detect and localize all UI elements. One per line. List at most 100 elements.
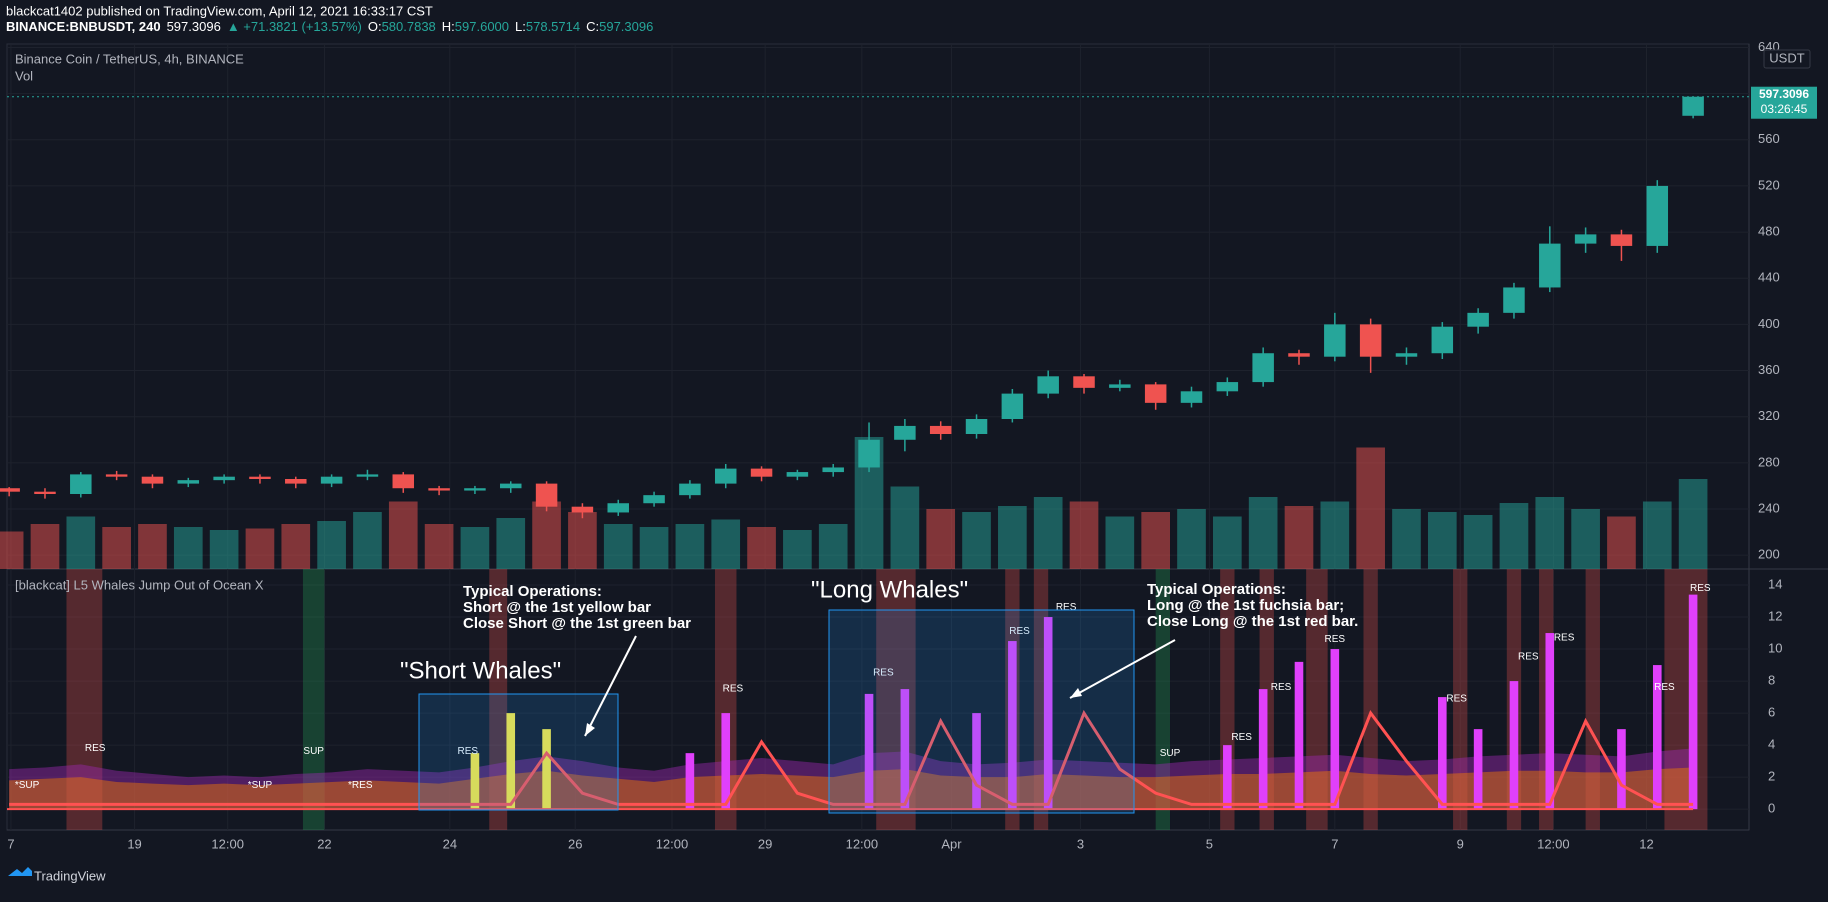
candle-body: [34, 491, 56, 494]
volume-bar: [1392, 509, 1421, 569]
y-tick-label: 480: [1758, 224, 1780, 239]
candle-body: [464, 488, 486, 491]
y-tick-label: 560: [1758, 131, 1780, 146]
zone: [1664, 569, 1708, 830]
x-tick-label: 12: [1639, 836, 1653, 851]
volume-bar: [1642, 501, 1672, 569]
y-tick-label: 2: [1768, 769, 1775, 784]
volume-bar: [1284, 506, 1314, 569]
red-line: [9, 709, 1694, 806]
l: 578.5714: [526, 19, 580, 34]
volume-bar: [998, 506, 1027, 569]
whale-bar: [1438, 697, 1447, 810]
candle-body: [1252, 353, 1274, 383]
zone: [1306, 569, 1328, 830]
ops-text: Short @ the 1st yellow bar: [463, 599, 651, 616]
whale-bar: [1509, 681, 1519, 810]
y-tick-label: 240: [1758, 500, 1780, 515]
signal-label: RES: [1325, 634, 1346, 645]
last: 597.3096: [167, 19, 221, 34]
candle-body: [535, 483, 558, 507]
y-tick-label: 12: [1768, 608, 1782, 623]
volume-bar: [1033, 497, 1063, 569]
x-tick-label: 9: [1457, 836, 1464, 851]
y-tick-label: 360: [1758, 362, 1780, 377]
y-tick-label: 520: [1758, 177, 1780, 192]
candle-body: [714, 468, 737, 484]
x-tick-label: 19: [127, 836, 141, 851]
candle-body: [1001, 393, 1024, 419]
signal-label: RES: [1056, 602, 1077, 613]
ops-text: Typical Operations:: [1147, 581, 1286, 598]
zone: [714, 569, 737, 830]
currency: USDT: [1769, 50, 1804, 65]
candle-body: [571, 506, 594, 513]
y-tick-label: 0: [1768, 801, 1775, 816]
ops-text: Long @ the 1st fuchsia bar;: [1147, 597, 1344, 614]
candle-body: [1539, 243, 1561, 288]
volume-bar: [639, 527, 669, 569]
whale-bar: [1330, 649, 1340, 810]
candle-body: [1503, 287, 1525, 313]
volume-bar: [1463, 515, 1493, 569]
candle-body: [1037, 376, 1059, 394]
volume-label: Vol: [15, 68, 33, 83]
x-tick-label: 22: [317, 836, 331, 851]
c-label: C:: [586, 19, 599, 34]
candle-body: [177, 480, 200, 484]
candle-body: [320, 476, 343, 484]
volume-bar: [353, 512, 382, 569]
x-tick-label: 12:00: [211, 836, 244, 851]
whale-bar: [506, 713, 516, 810]
zone: [1585, 569, 1600, 830]
currency-box: [1763, 49, 1811, 69]
long-box: [828, 609, 1135, 814]
volume-bar: [890, 486, 920, 569]
arrow-head: [585, 723, 595, 736]
y-tick-label: 6: [1768, 705, 1775, 720]
countdown: 03:26:45: [1761, 102, 1808, 116]
volume-bar: [317, 521, 346, 569]
whale-bar: [1294, 661, 1304, 810]
candle-body: [1073, 376, 1095, 388]
volume-bar: [1535, 497, 1565, 569]
author-line: blackcat1402 published on TradingView.co…: [6, 3, 433, 18]
candle-body: [141, 476, 164, 484]
x-tick-label: 12:00: [656, 836, 689, 851]
whale-bar: [1688, 594, 1698, 810]
whale-bar: [972, 713, 981, 810]
volume-bar: [102, 527, 131, 569]
candle-body: [1359, 324, 1382, 357]
ocean-area: [9, 767, 1694, 810]
volume-bar: [496, 518, 526, 569]
volume-bar: [532, 501, 561, 569]
arrow: [1069, 639, 1176, 699]
volume-bar: [281, 524, 311, 569]
candle-body: [1288, 353, 1310, 357]
y-tick-label: 400: [1758, 316, 1780, 331]
last-price-box: [1751, 86, 1817, 119]
whale-bar: [1617, 729, 1626, 810]
candle-body: [1467, 312, 1489, 327]
whale-bar: [685, 753, 695, 810]
ops-text: Typical Operations:: [463, 583, 602, 600]
signal-label: RES: [1654, 682, 1675, 693]
whale-bar: [900, 689, 910, 810]
whale-bar: [470, 753, 480, 810]
volume-bar: [173, 527, 203, 569]
h-label: H:: [442, 19, 455, 34]
tv-logo: [8, 867, 32, 876]
x-tick-label: 3: [1077, 836, 1084, 851]
candle-body: [1109, 384, 1131, 388]
arrow: [584, 635, 637, 737]
zone: [1453, 569, 1468, 830]
candle-body: [70, 474, 92, 494]
x-tick-label: 5: [1206, 836, 1213, 851]
candle-body: [356, 474, 379, 477]
volume-bar: [1105, 516, 1135, 569]
whale-bar: [1043, 617, 1053, 810]
y-tick-label: 4: [1768, 737, 1775, 752]
c: 597.3096: [599, 19, 653, 34]
signal-label: RES: [1231, 732, 1252, 743]
x-tick-label: Apr: [941, 836, 962, 851]
